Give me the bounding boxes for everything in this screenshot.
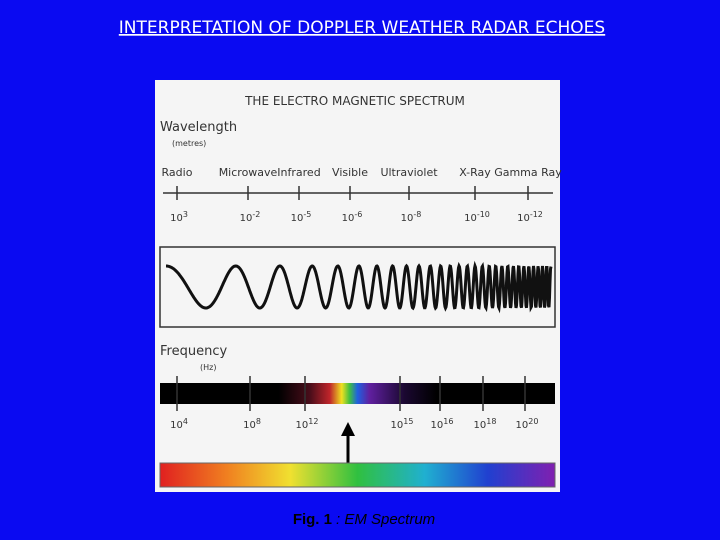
arrow-head (341, 422, 355, 436)
wave-box (159, 246, 556, 328)
frequency-scale-label-base: 10 (431, 420, 444, 431)
caption-label: Fig. 1 (293, 511, 332, 528)
frequency-label: Frequency (160, 344, 227, 359)
frequency-scale-label-base: 10 (170, 420, 183, 431)
figure: THE ELECTRO MAGNETIC SPECTRUM Wavelength… (155, 80, 562, 492)
wavelength-scale-label: 10-5 (291, 210, 312, 224)
frequency-spectrum-bar (160, 383, 555, 404)
frequency-scale-label-exponent: 18 (486, 417, 496, 426)
band-label: Gamma Ray (494, 166, 562, 179)
frequency-scale-label: 104 (170, 417, 188, 431)
wavelength-unit: (metres) (172, 139, 206, 148)
caption-text: : EM Spectrum (336, 511, 435, 528)
wavelength-scale-label: 10-2 (240, 210, 261, 224)
wavelength-scale-label: 10-12 (517, 210, 543, 224)
frequency-scale-label-exponent: 15 (403, 417, 413, 426)
band-label: Ultraviolet (380, 166, 438, 179)
frequency-scale-label-exponent: 4 (183, 417, 188, 426)
frequency-scale-label: 1015 (391, 417, 414, 431)
frequency-scale-label: 1016 (431, 417, 454, 431)
wavelength-scale-label-base: 10 (464, 213, 477, 224)
wavelength-scale-label: 10-8 (401, 210, 422, 224)
wavelength-label: Wavelength (160, 120, 237, 135)
frequency-scale-label-base: 10 (516, 420, 529, 431)
frequency-scale-label-base: 10 (296, 420, 309, 431)
frequency-unit: (Hz) (200, 363, 216, 372)
wavelength-scale-label-base: 10 (170, 213, 183, 224)
frequency-scale-label-base: 10 (243, 420, 256, 431)
frequency-scale-label-exponent: 12 (308, 417, 318, 426)
wavelength-scale-label-base: 10 (240, 213, 253, 224)
wavelength-scale-label-exponent: -12 (530, 210, 543, 219)
band-label: Infrared (277, 166, 320, 179)
frequency-scale-label: 1020 (516, 417, 539, 431)
frequency-scale-label: 108 (243, 417, 261, 431)
band-label: X-Ray (459, 166, 491, 179)
band-label: Microwave (219, 166, 278, 179)
wave (166, 260, 553, 314)
frequency-scale-label-base: 10 (391, 420, 404, 431)
wavelength-scale-label-base: 10 (342, 213, 355, 224)
frequency-scale-label-exponent: 16 (443, 417, 453, 426)
frequency-scale-label: 1018 (474, 417, 497, 431)
wavelength-scale-label-exponent: -10 (477, 210, 490, 219)
wavelength-scale-label-exponent: -6 (354, 210, 362, 219)
wavelength-scale-label-base: 10 (401, 213, 414, 224)
band-label: Visible (332, 166, 368, 179)
caption: Fig. 1: EM Spectrum (293, 511, 435, 528)
wavelength-scale-label-exponent: -5 (303, 210, 311, 219)
wavelength-scale-label-base: 10 (517, 213, 530, 224)
wavelength-scale-label-exponent: 3 (183, 210, 188, 219)
wavelength-scale-label-exponent: -8 (413, 210, 421, 219)
frequency-scale-label-exponent: 20 (528, 417, 538, 426)
frequency-scale-label-base: 10 (474, 420, 487, 431)
visible-spectrum-bar (159, 462, 556, 488)
wavelength-scale-label: 10-10 (464, 210, 490, 224)
wavelength-scale-label: 103 (170, 210, 188, 224)
slide-title: INTERPRETATION OF DOPPLER WEATHER RADAR … (119, 18, 605, 38)
wavelength-scale-label-base: 10 (291, 213, 304, 224)
wavelength-scale-label: 10-6 (342, 210, 363, 224)
frequency-scale-label: 1012 (296, 417, 319, 431)
frequency-scale-label-exponent: 8 (256, 417, 261, 426)
band-label: Radio (162, 166, 193, 179)
figure-heading: THE ELECTRO MAGNETIC SPECTRUM (244, 94, 465, 108)
wavelength-scale-label-exponent: -2 (252, 210, 260, 219)
